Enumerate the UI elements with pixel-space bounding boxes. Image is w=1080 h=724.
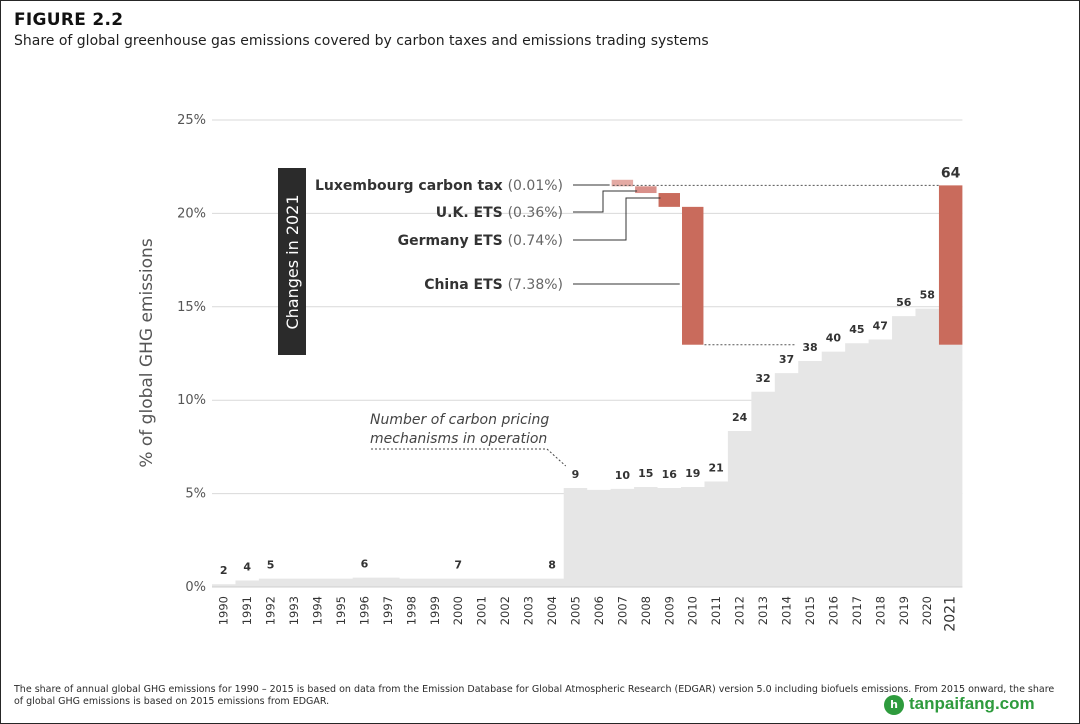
mechanism-count-label: 38 xyxy=(802,341,817,354)
mechanism-count-label: 56 xyxy=(896,296,912,309)
mechanism-count-label: 24 xyxy=(732,411,748,424)
mechanism-count-label: 37 xyxy=(779,353,794,366)
change-label: Luxembourg carbon tax (0.01%) xyxy=(315,178,563,194)
change-label: China ETS (7.38%) xyxy=(424,277,563,293)
y-tick-label: 25% xyxy=(177,113,206,128)
x-tick-label: 2018 xyxy=(873,596,887,625)
y-tick-label: 15% xyxy=(177,300,206,315)
figure-label: FIGURE 2.2 xyxy=(14,10,124,30)
mechanism-count-label: 9 xyxy=(572,468,580,481)
mechanism-count-label: 64 xyxy=(941,165,961,181)
x-tick-label: 2005 xyxy=(568,596,582,625)
brand-text: tanpaifang.com xyxy=(909,694,1035,713)
x-tick-label: 2004 xyxy=(545,596,559,625)
x-tick-label: 1997 xyxy=(381,596,395,625)
change-bar xyxy=(682,206,704,345)
mechanism-count-label: 8 xyxy=(548,559,556,572)
x-tick-label: 2020 xyxy=(920,596,934,625)
mechanism-count-label: 7 xyxy=(454,559,462,572)
mechanism-count-label: 32 xyxy=(755,372,770,385)
annotation-line-1: Number of carbon pricing xyxy=(370,412,549,428)
x-tick-label: 1999 xyxy=(428,596,442,625)
x-tick-label: 1994 xyxy=(311,596,325,625)
mechanism-count-label: 21 xyxy=(709,461,724,474)
changes-2021-label: Changes in 2021 xyxy=(283,194,302,329)
annotation-leader xyxy=(371,448,567,467)
change-bar xyxy=(611,179,634,187)
x-tick-label: 2001 xyxy=(475,596,489,625)
emissions-share-area xyxy=(212,308,963,587)
y-tick-label: 0% xyxy=(185,580,206,595)
x-tick-label: 2013 xyxy=(756,596,770,625)
x-tick-label: 1998 xyxy=(404,596,418,625)
y-tick-label: 20% xyxy=(177,206,206,221)
change-label: Germany ETS (0.74%) xyxy=(398,233,563,249)
bar-2021-increment xyxy=(938,185,963,345)
x-tick-label: 2021 xyxy=(943,596,959,632)
mechanism-count-label: 16 xyxy=(662,468,678,481)
x-tick-label: 2019 xyxy=(897,596,911,625)
x-tick-label: 2017 xyxy=(850,596,864,625)
x-tick-label: 1992 xyxy=(264,596,278,625)
x-tick-label: 2000 xyxy=(451,596,465,625)
x-tick-label: 2015 xyxy=(803,596,817,625)
x-tick-label: 2009 xyxy=(662,596,676,625)
change-label-leader xyxy=(573,190,638,213)
mechanism-count-label: 40 xyxy=(826,332,842,345)
brand-logo-icon: h xyxy=(884,695,904,715)
mechanism-count-label: 19 xyxy=(685,467,700,480)
brand-watermark: h tanpaifang.com xyxy=(884,694,1074,718)
x-tick-label: 1996 xyxy=(357,596,371,625)
footnote: The share of annual global GHG emissions… xyxy=(14,684,1055,707)
x-tick-label: 2002 xyxy=(498,596,512,625)
x-tick-label: 1990 xyxy=(217,596,231,625)
changes-2021-box xyxy=(278,168,306,355)
mechanism-count-label: 4 xyxy=(243,560,251,573)
x-tick-label: 2006 xyxy=(592,596,606,625)
x-tick-label: 1993 xyxy=(287,596,301,625)
chart: 0% 5% 10% 15% 20% 25% % of global GHG emission… xyxy=(137,113,963,632)
x-tick-label: 2012 xyxy=(733,596,747,625)
y-tick-label: 10% xyxy=(177,393,206,408)
change-bar xyxy=(658,193,680,207)
figure-title: Share of global greenhouse gas emissions… xyxy=(14,33,709,49)
x-tick-label: 2011 xyxy=(709,596,723,625)
change-label: U.K. ETS (0.36%) xyxy=(436,205,563,221)
x-tick-label: 2010 xyxy=(686,596,700,625)
mechanism-count-label: 58 xyxy=(920,289,935,302)
x-tick-label: 2016 xyxy=(826,596,840,625)
change-label-leader xyxy=(573,197,661,241)
y-axis-label: % of global GHG emissions xyxy=(137,238,157,467)
mechanism-count-label: 2 xyxy=(220,564,228,577)
y-tick-label: 5% xyxy=(185,487,206,502)
mechanism-count-label: 10 xyxy=(615,469,631,482)
x-tick-label: 2014 xyxy=(780,596,794,625)
x-tick-label: 2007 xyxy=(615,596,629,625)
x-tick-label: 2008 xyxy=(639,596,653,625)
annotation-line-2: mechanisms in operation xyxy=(370,431,547,447)
mechanism-count-label: 15 xyxy=(638,467,653,480)
x-tick-label: 1991 xyxy=(240,596,254,625)
mechanism-count-label: 47 xyxy=(873,319,888,332)
x-tick-label: 1995 xyxy=(334,596,348,625)
mechanism-count-label: 5 xyxy=(267,559,275,572)
x-tick-label: 2003 xyxy=(522,596,536,625)
mechanism-count-label: 6 xyxy=(361,558,369,571)
change-bar xyxy=(635,186,657,194)
mechanism-count-label: 45 xyxy=(849,323,864,336)
